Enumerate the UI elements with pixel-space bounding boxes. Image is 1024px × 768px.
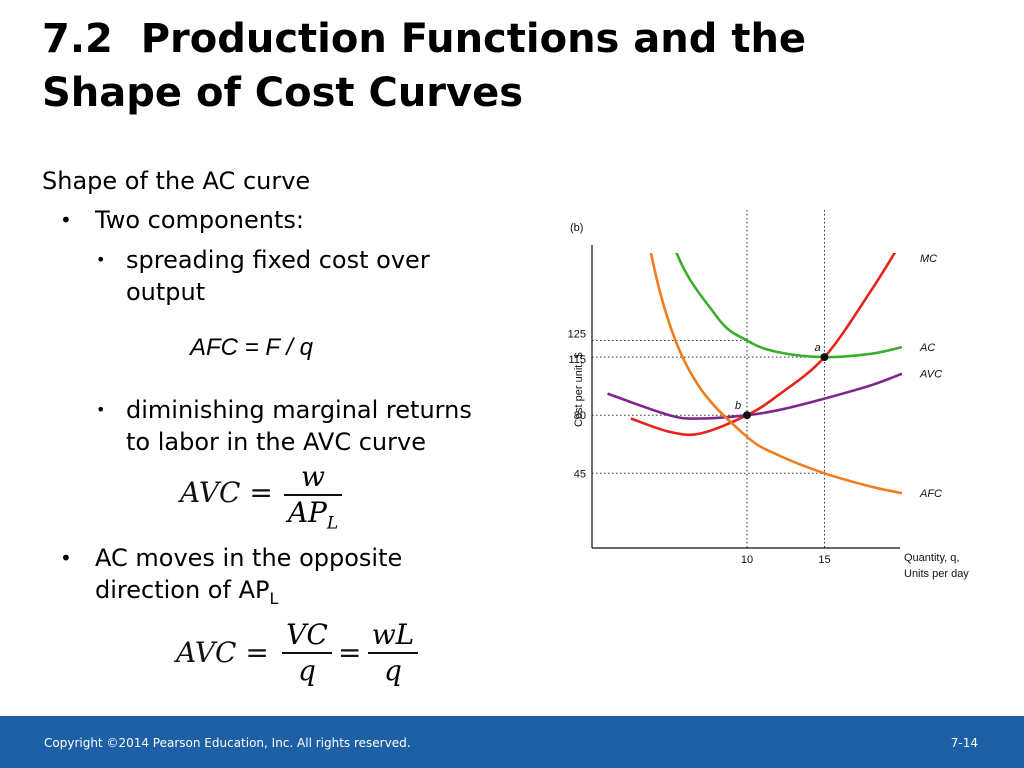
avc-formula-2-lhs: AVC = [176,636,269,669]
curve-afc [649,253,902,495]
avc-formula-2-denominator-1: q [298,654,316,687]
avc-formula-2-numerator-2: wL [371,618,415,651]
bullet-two-components: Two components: [95,206,304,234]
cost-curves-chart: (b) Cost per unit, $ 45 80 115 125 10 15 MC A… [568,210,969,580]
bullet-ac-moves-line-2: direction of APL [95,576,279,608]
avc-formula-1-numerator: w [301,460,325,493]
y-tick-115: 115 [568,354,586,366]
series-labels: MC AC AVC AFC [919,253,942,500]
sub-bullet-dot-icon: • [96,400,106,419]
y-tick-45: 45 [574,468,586,480]
slide-title: 7.2 Production Functions and the Shape o… [42,12,1002,120]
fraction-bar [284,494,342,496]
avc-formula-1-denominator: APL [287,496,339,534]
curve-ac [675,253,902,359]
x-tick-labels: 10 15 [741,554,831,566]
y-tick-125: 125 [568,329,586,341]
sub-bullet-diminishing-line-2: to labor in the AVC curve [126,428,426,456]
y-axis-label: Cost per unit, $ [573,352,585,427]
point-label-a: a [815,342,821,354]
avc-formula-2-fraction-2: wL q [368,618,418,688]
equilibrium-points: ab [735,342,829,420]
guide-lines [592,210,825,548]
avc-formula-1-fraction: w APL [284,460,342,541]
point-label-b: b [735,400,741,412]
series-label-mc: MC [920,253,937,265]
slide-title-line-2: Shape of Cost Curves [42,70,524,116]
x-axis-label-line-1: Quantity, q, [904,552,959,564]
panel-label: (b) [570,222,583,234]
avc-formula-2-numerator-1: VC [286,618,328,651]
y-tick-labels: 45 80 115 125 [568,329,586,481]
avc-formula-1-lhs: AVC = [180,476,273,509]
footer-bar: Copyright ©2014 Pearson Education, Inc. … [0,716,1024,768]
x-tick-10: 10 [741,554,753,566]
copyright-text: Copyright ©2014 Pearson Education, Inc. … [44,736,411,750]
x-tick-15: 15 [818,554,830,566]
bullet-dot-icon: • [60,546,72,570]
avc-formula-2-equals: = [338,636,362,669]
sub-bullet-fixed-cost-line-1: spreading fixed cost over [126,246,430,274]
series-label-ac: AC [919,342,935,354]
bullet-dot-icon: • [60,208,72,232]
series-label-avc: AVC [919,369,942,381]
series-label-afc: AFC [919,488,942,500]
bullet-ac-moves-line-1: AC moves in the opposite [95,544,403,572]
sub-bullet-dot-icon: • [96,250,106,269]
y-tick-80: 80 [574,410,586,422]
curve-avc [607,372,902,420]
page-number: 7-14 [950,736,978,750]
fraction-bar [282,652,332,654]
fraction-bar [368,652,418,654]
point-b [743,411,751,420]
slide-title-line-1: 7.2 Production Functions and the [42,16,807,62]
avc-formula-2-fraction-1: VC q [282,618,332,688]
point-a [820,353,829,362]
sub-bullet-diminishing-line-1: diminishing marginal returns [126,396,472,424]
afc-formula: AFC = F / q [190,334,313,361]
curves [607,253,902,495]
subheading: Shape of the AC curve [42,167,311,195]
x-axis-label-line-2: Units per day [904,568,969,580]
curve-mc [630,253,897,437]
avc-formula-2-denominator-2: q [384,654,402,687]
sub-bullet-fixed-cost-line-2: output [126,278,206,306]
